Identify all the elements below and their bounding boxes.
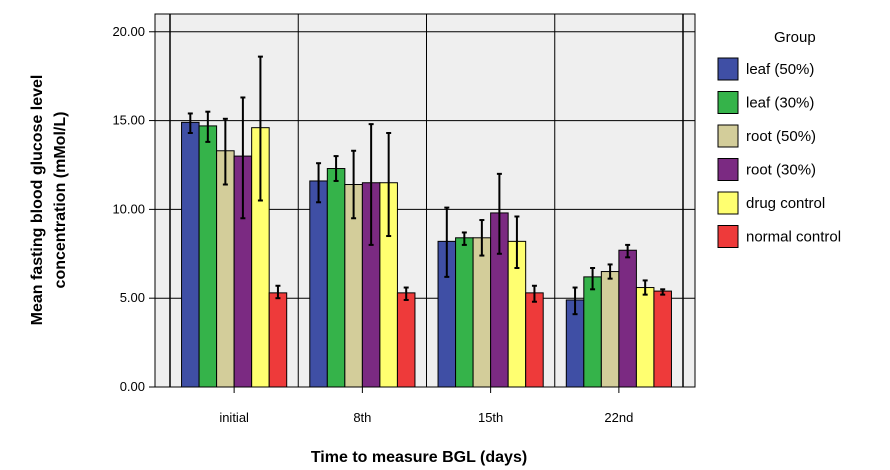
x-axis-title: Time to measure BGL (days) <box>311 449 527 466</box>
legend-title: Group <box>774 29 816 46</box>
x-tick-label: initial <box>219 410 249 425</box>
bars <box>181 121 672 388</box>
y-axis-title-line-2: concentration (mMol/L) <box>52 112 69 289</box>
x-tick-label: 15th <box>478 410 503 425</box>
y-axis-title: Mean fasting blood glucose level concent… <box>29 75 69 326</box>
plot-frame <box>154 13 696 388</box>
bar <box>181 121 200 388</box>
bar <box>455 237 474 388</box>
legend-label: root (50%) <box>746 128 816 145</box>
legend-swatch <box>717 91 739 114</box>
legend-swatch <box>717 124 739 148</box>
bar <box>525 292 544 388</box>
x-tick-label: 22nd <box>604 410 633 425</box>
error-bars <box>187 55 666 316</box>
legend-swatch <box>717 57 739 81</box>
bar <box>583 276 602 388</box>
legend-swatch <box>717 158 739 181</box>
legend-label: root (30%) <box>746 162 816 179</box>
y-axis-ticks: 0.00 5.00 10.00 15.00 20.00 <box>112 24 155 394</box>
x-axis-ticks: initial 8th 15th 22nd <box>219 387 633 425</box>
bar <box>396 292 416 388</box>
bar <box>198 125 218 388</box>
y-tick-label: 10.00 <box>112 201 145 216</box>
y-tick-label: 20.00 <box>112 24 145 39</box>
bar <box>653 290 672 388</box>
bar <box>472 237 492 388</box>
y-axis-title-line-1: Mean fasting blood glucose level <box>29 75 46 326</box>
legend-label: leaf (50%) <box>746 61 814 78</box>
legend-label: normal control <box>746 229 841 246</box>
bar <box>600 271 620 388</box>
bar <box>618 249 637 388</box>
bar <box>326 168 346 388</box>
y-tick-label: 0.00 <box>120 379 145 394</box>
bar <box>309 180 328 388</box>
category-separators <box>169 14 684 387</box>
legend-swatch <box>717 225 739 248</box>
bar <box>635 287 655 388</box>
legend-label: leaf (30%) <box>746 95 814 112</box>
legend: Group leaf (50%) leaf (30%) root (50%) root… <box>717 29 841 248</box>
bar <box>268 292 288 388</box>
bar <box>216 150 235 388</box>
x-tick-label: 8th <box>353 410 371 425</box>
y-tick-label: 5.00 <box>120 290 145 305</box>
y-tick-label: 15.00 <box>112 113 145 128</box>
legend-label: drug control <box>746 195 825 212</box>
legend-swatch <box>717 191 739 215</box>
